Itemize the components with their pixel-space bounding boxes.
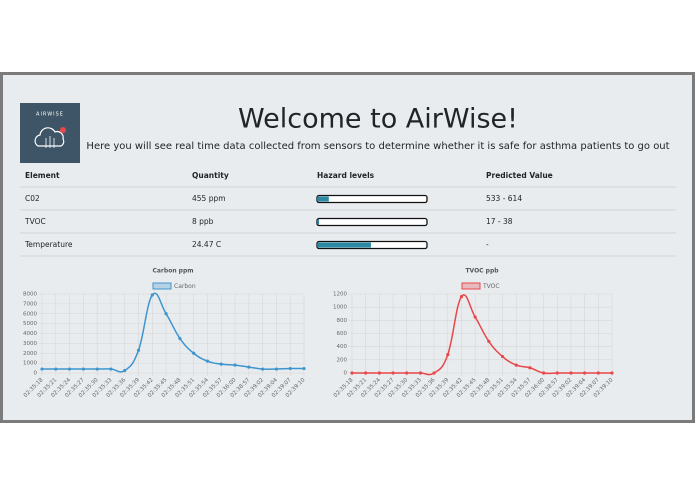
- point: [364, 371, 368, 375]
- point: [40, 367, 44, 371]
- chart-title: TVOC ppb: [465, 268, 499, 275]
- point: [261, 367, 265, 371]
- hazard-bar-fill: [318, 242, 371, 248]
- point: [67, 367, 72, 371]
- y-tick-label: 0: [34, 371, 38, 377]
- y-tick-label: 200: [337, 357, 348, 363]
- y-tick-label: 400: [337, 344, 348, 350]
- table-header: Hazard levels: [317, 171, 375, 180]
- point: [459, 295, 464, 299]
- point: [219, 362, 223, 366]
- point: [192, 351, 196, 355]
- point: [274, 367, 279, 371]
- point: [418, 371, 423, 375]
- point: [150, 293, 154, 297]
- cell: 17 - 38: [486, 217, 513, 226]
- y-tick-label: 5000: [23, 321, 37, 327]
- cell: 533 - 614: [486, 194, 522, 203]
- table-header: Quantity: [192, 171, 229, 180]
- point: [391, 371, 395, 375]
- y-tick-label: 0: [344, 371, 348, 377]
- y-tick-label: 1000: [333, 305, 347, 311]
- point: [377, 371, 381, 375]
- legend-label: Carbon: [174, 283, 196, 290]
- y-tick-label: 2000: [23, 351, 37, 357]
- chart-title: Carbon ppm: [152, 268, 193, 275]
- point: [205, 359, 210, 363]
- point: [81, 367, 85, 371]
- point: [473, 315, 477, 319]
- legend-swatch: [152, 282, 172, 290]
- point: [233, 363, 237, 367]
- point: [610, 371, 614, 375]
- hazard-bar-fill: [318, 219, 320, 225]
- point: [514, 363, 518, 367]
- hazard-bar-track: [316, 217, 428, 227]
- cell: Temperature: [24, 240, 73, 249]
- cell: 8 ppb: [192, 217, 214, 226]
- logo-text: AIRWISE: [36, 112, 64, 118]
- y-tick-label: 7000: [23, 301, 37, 307]
- point: [178, 336, 182, 341]
- point: [569, 371, 573, 375]
- point: [350, 371, 354, 375]
- page-title: Welcome to AirWise!: [238, 104, 518, 135]
- hazard-bar-track: [316, 194, 428, 204]
- cell: 455 ppm: [192, 194, 226, 203]
- y-tick-label: 1200: [333, 292, 347, 298]
- y-tick-label: 600: [337, 331, 348, 337]
- y-tick-label: 1000: [23, 361, 37, 367]
- point: [109, 367, 113, 371]
- point: [487, 339, 491, 343]
- logo: AIRWISE: [20, 103, 80, 163]
- subtitle: Here you will see real time data collect…: [86, 141, 669, 152]
- cell: -: [486, 240, 489, 249]
- y-tick-label: 4000: [23, 331, 37, 337]
- point: [541, 371, 546, 375]
- cell: C02: [25, 194, 40, 203]
- point: [54, 367, 58, 371]
- legend-swatch: [461, 282, 481, 290]
- y-tick-label: 800: [337, 318, 348, 324]
- point: [247, 365, 251, 369]
- table-header: Predicted Value: [486, 171, 553, 180]
- point: [446, 352, 450, 357]
- legend-label: TVOC: [482, 283, 500, 290]
- y-tick-label: 6000: [23, 311, 37, 317]
- y-tick-label: 8000: [23, 292, 37, 298]
- point: [164, 312, 168, 316]
- cell: 24.47 C: [192, 240, 221, 249]
- point: [596, 371, 600, 375]
- point: [405, 371, 409, 375]
- point: [555, 371, 559, 375]
- cell: TVOC: [24, 217, 46, 226]
- table-header: Element: [25, 171, 60, 180]
- point: [136, 348, 141, 352]
- point: [123, 368, 127, 373]
- point: [302, 366, 306, 371]
- point: [500, 354, 505, 359]
- y-tick-label: 3000: [23, 341, 37, 347]
- point: [583, 371, 587, 375]
- hazard-bar-fill: [318, 196, 329, 202]
- point: [528, 366, 532, 370]
- point: [95, 367, 99, 371]
- point: [288, 366, 292, 371]
- point: [432, 371, 436, 375]
